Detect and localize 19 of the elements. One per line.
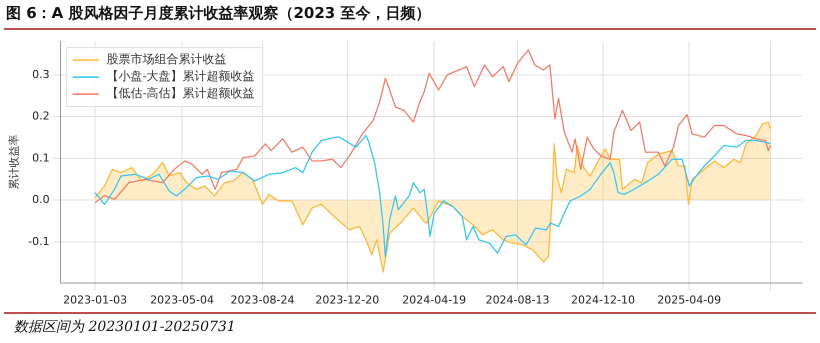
y-tick-label: 0.3 xyxy=(32,68,50,81)
x-tick-label: 2023-08-24 xyxy=(230,293,294,306)
x-tick-label: 2024-12-10 xyxy=(571,293,635,306)
legend-label: 股票市场组合累计收益 xyxy=(106,52,227,66)
y-tick-label: 0.0 xyxy=(32,193,50,206)
legend-label: 【小盘-大盘】累计超额收益 xyxy=(106,69,255,84)
y-tick-label: -0.1 xyxy=(28,234,50,248)
y-tick-label: 0.2 xyxy=(32,110,50,123)
x-tick-label: 2023-12-20 xyxy=(315,293,380,306)
y-tick-label: 0.1 xyxy=(32,151,50,164)
y-axis-title: 累计收益率 xyxy=(7,134,20,190)
x-tick-label: 2023-01-03 xyxy=(63,293,128,306)
text: 数据区间为 20230101-20250731 xyxy=(14,319,236,335)
x-tick-label: 2025-04-09 xyxy=(657,293,722,306)
x-tick-label: 2024-08-13 xyxy=(486,293,550,306)
x-tick-label: 2024-04-19 xyxy=(402,293,466,306)
legend-label: 【低估-高估】累计超额收益 xyxy=(106,86,255,100)
chart-title: 图 6：A 股风格因子月度累计收益率观察（2023 至今，日频） xyxy=(6,4,430,23)
x-tick-label: 2023-05-04 xyxy=(150,293,214,306)
